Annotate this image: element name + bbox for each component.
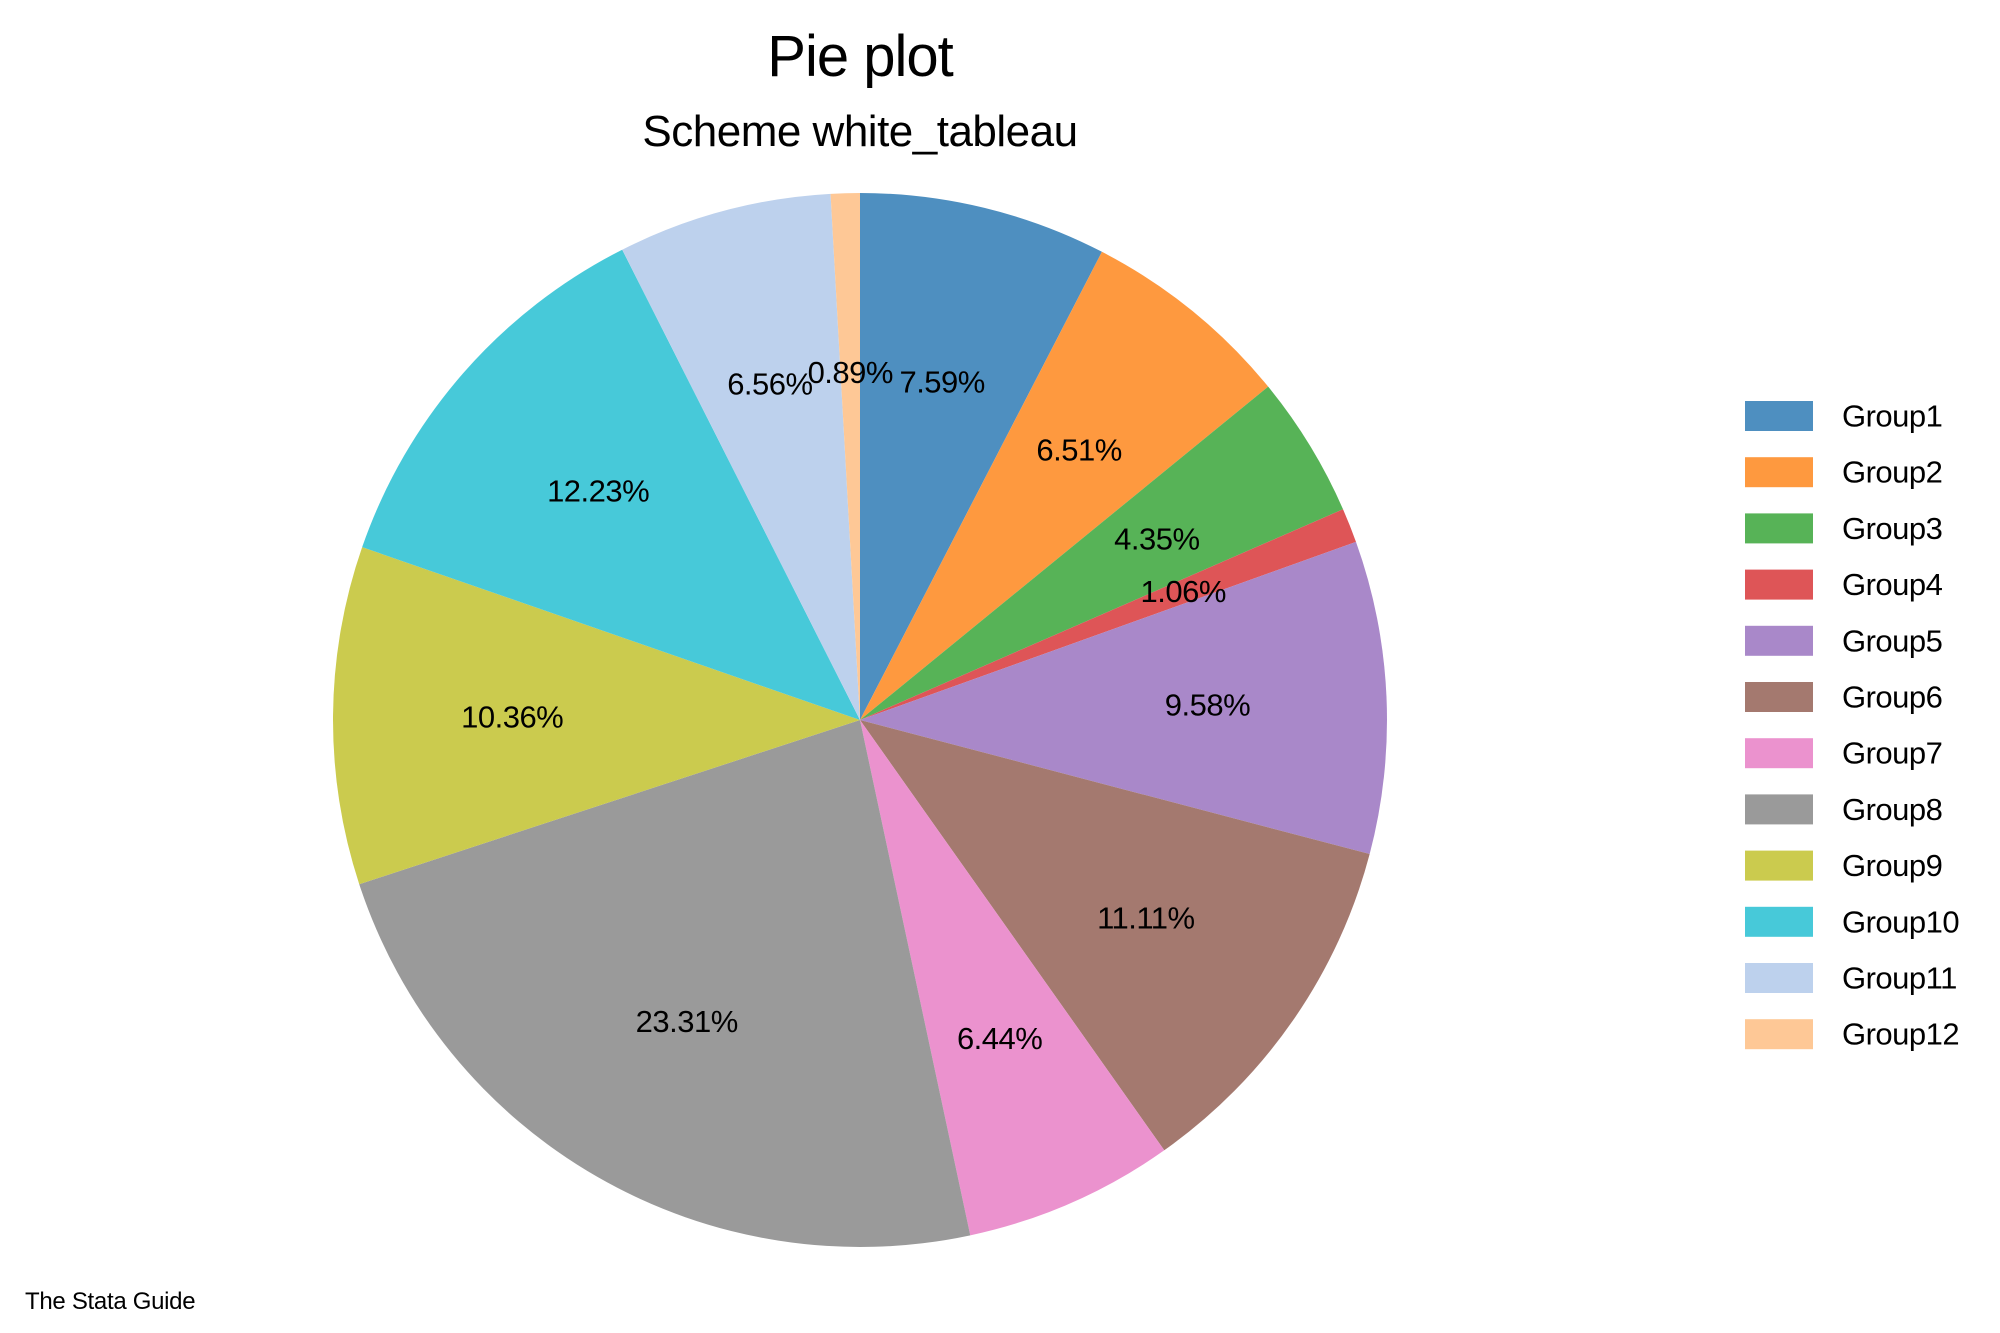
legend-label: Group2 [1842,455,1942,490]
legend-label: Group6 [1842,680,1942,715]
slice-label-group6: 11.11% [1097,901,1195,936]
pie-slice-group3 [860,386,1344,720]
pie-slice-labels: 7.59% 6.51% 4.35% 1.06% 9.58% 11.11% 6.44% 23.3… [461,355,1251,1056]
slice-label-group5: 9.58% [1165,687,1250,722]
legend-item-group9: Group9 [1745,848,1943,883]
pie-slice-group8 [359,720,971,1247]
slice-label-group4: 1.06% [1141,574,1226,609]
legend-item-group5: Group5 [1745,623,1943,658]
slice-label-group12: 0.89% [808,355,893,390]
legend-label: Group7 [1842,736,1942,771]
legend-label: Group10 [1842,904,1959,939]
pie-slice-group1 [860,193,1102,720]
chart-subtitle: Scheme white_tableau [642,107,1077,156]
legend-swatch [1745,513,1813,544]
pie-slice-group4 [860,509,1356,720]
legend-swatch [1745,401,1813,431]
legend-label: Group11 [1842,961,1957,996]
pie-slice-group6 [860,720,1370,1151]
legend-item-group7: Group7 [1745,736,1943,771]
slice-label-group11: 6.56% [727,367,812,402]
legend-swatch [1745,569,1813,600]
slice-label-group8: 23.31% [636,1004,738,1039]
legend-swatch [1745,906,1813,937]
legend-swatch [1745,963,1813,993]
pie-slice-group5 [860,541,1387,855]
legend-item-group1: Group1 [1745,399,1943,434]
legend-item-group11: Group11 [1745,961,1957,996]
pie-slice-group2 [860,251,1269,721]
legend-swatch [1745,1019,1813,1050]
legend-swatch [1745,850,1813,881]
slice-label-group7: 6.44% [957,1021,1042,1056]
slice-label-group1: 7.59% [899,365,984,400]
chart-note: The Stata Guide [25,1288,195,1315]
pie-slices [333,193,1387,1247]
slice-label-group2: 6.51% [1036,432,1121,467]
legend-item-group6: Group6 [1745,680,1943,715]
pie-slice-group11 [622,193,860,720]
legend-item-group10: Group10 [1745,904,1960,939]
legend-item-group3: Group3 [1745,511,1943,546]
legend-label: Group3 [1842,511,1942,546]
legend-item-group12: Group12 [1745,1017,1960,1052]
legend-swatch [1745,625,1813,656]
legend-label: Group9 [1842,848,1942,883]
pie-slice-group12 [830,193,860,720]
pie-slice-group9 [333,547,861,885]
legend-item-group4: Group4 [1745,567,1943,602]
slice-label-group3: 4.35% [1114,521,1199,556]
legend-swatch [1745,738,1813,769]
legend-label: Group12 [1842,1017,1959,1052]
legend: Group1 Group2 Group3 Group4 Group5 Group6 Grou… [1745,399,1960,1052]
legend-label: Group5 [1842,623,1942,658]
legend-swatch [1745,682,1813,712]
slice-label-group10: 12.23% [547,474,649,509]
legend-label: Group1 [1842,399,1942,434]
legend-swatch [1745,457,1813,488]
chart-title: Pie plot [767,24,953,89]
legend-label: Group4 [1842,567,1943,602]
pie-slice-group10 [362,249,860,721]
legend-item-group2: Group2 [1745,455,1943,490]
legend-label: Group8 [1842,792,1942,827]
slice-label-group9: 10.36% [461,699,563,734]
legend-item-group8: Group8 [1745,792,1943,827]
legend-swatch [1745,794,1813,825]
pie-slice-group7 [860,720,1165,1236]
